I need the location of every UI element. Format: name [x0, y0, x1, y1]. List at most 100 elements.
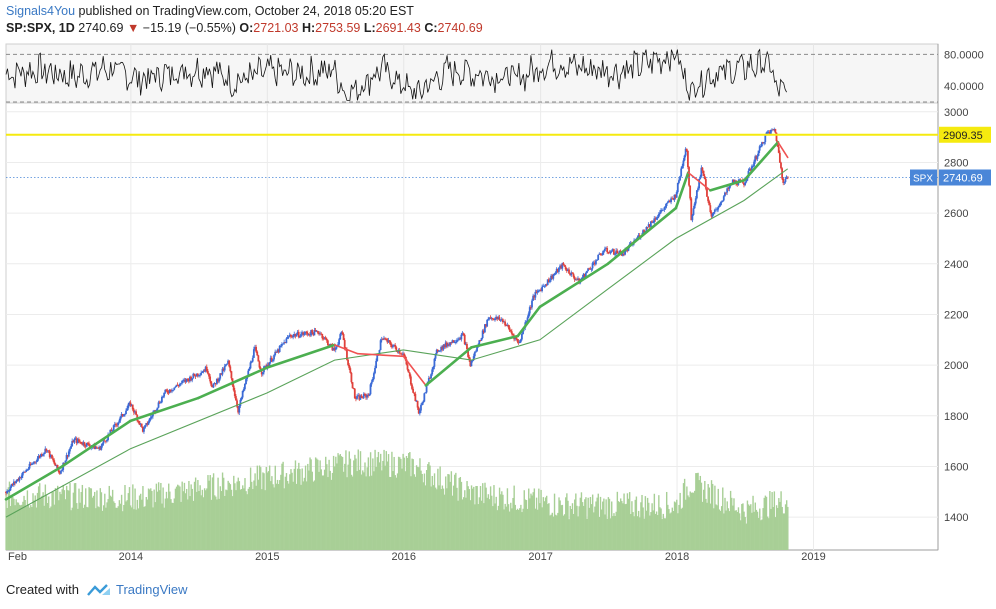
volume-bar: [366, 467, 368, 550]
candle-body: [563, 265, 566, 267]
candle-body: [295, 334, 298, 337]
volume-bar: [281, 463, 283, 550]
volume-bar: [125, 501, 127, 550]
candle-body: [329, 344, 332, 346]
candle-body: [25, 470, 28, 472]
symbol-price-tag-label: SPX: [913, 173, 933, 184]
volume-bar: [521, 512, 523, 550]
candle-body: [29, 463, 32, 465]
volume-bar: [599, 496, 602, 550]
candle-body: [82, 442, 85, 445]
candle-body: [562, 263, 565, 266]
volume-bar: [62, 484, 64, 550]
chart-canvas[interactable]: Feb 2014 2015 2016 2017 2018 2019 3000 2800 2600 2…: [0, 40, 996, 575]
volume-bar: [442, 488, 445, 550]
price-tick-label: 2600: [944, 208, 968, 220]
candle-body: [276, 349, 279, 353]
tradingview-brand[interactable]: TradingView: [87, 582, 188, 597]
oscillator-line: [5, 48, 787, 101]
candle-body: [618, 250, 621, 255]
volume-bar: [680, 508, 682, 550]
volume-bar: [109, 495, 112, 550]
volume-bar: [600, 509, 603, 550]
volume-bar: [651, 503, 653, 550]
volume-bar: [385, 451, 388, 550]
candle-body: [587, 268, 589, 271]
volume-bar: [637, 510, 640, 550]
volume-bar: [71, 507, 73, 550]
candle-body: [531, 300, 533, 308]
candle-body: [749, 169, 752, 171]
candle-body: [772, 129, 775, 131]
volume-bar: [530, 493, 532, 550]
volume-bar: [572, 513, 575, 550]
volume-bar: [133, 509, 135, 550]
candle-body: [224, 364, 227, 367]
volume-bar: [526, 508, 529, 550]
candle-body: [574, 279, 577, 281]
candle-body: [743, 182, 745, 186]
candle-body: [528, 307, 531, 314]
candle-body: [505, 325, 508, 327]
volume-bar: [437, 468, 439, 550]
candle-body: [140, 423, 143, 427]
candle-body: [407, 369, 410, 373]
candle-body: [771, 129, 773, 131]
candle-body: [535, 291, 538, 293]
volume-bar: [88, 487, 90, 550]
candle-body: [463, 334, 466, 345]
volume-bar: [591, 494, 594, 550]
candle-body: [116, 424, 118, 426]
volume-bar: [228, 482, 230, 550]
candle-body: [560, 265, 563, 269]
candle-body: [719, 202, 722, 206]
volume-bar: [270, 481, 272, 550]
volume-bar: [123, 504, 125, 550]
candle-body: [33, 461, 35, 464]
volume-bar: [459, 476, 462, 550]
volume-bar: [652, 510, 654, 550]
volume-bar: [272, 484, 274, 550]
volume-bar: [775, 505, 778, 550]
volume-bar: [97, 506, 99, 550]
volume-bar: [96, 490, 98, 550]
candle-body: [586, 270, 588, 273]
volume-bar: [183, 482, 186, 550]
volume-bar: [115, 507, 117, 550]
candle-body: [434, 353, 437, 359]
volume-bar: [274, 465, 276, 550]
candle-body: [129, 402, 132, 406]
candle-body: [226, 363, 228, 365]
volume-bar: [307, 463, 309, 550]
volume-bar: [643, 518, 645, 550]
candle-body: [370, 381, 373, 385]
volume-bar: [328, 459, 330, 550]
volume-bar: [338, 455, 340, 550]
volume-bar: [332, 455, 335, 550]
volume-bar: [364, 462, 366, 550]
candle-body: [204, 366, 207, 372]
candle-body: [759, 146, 762, 147]
candle-body: [745, 180, 748, 183]
volume-bar: [753, 511, 755, 550]
volume-bar: [92, 495, 95, 550]
last-price: 2740.69: [78, 21, 124, 35]
author-link[interactable]: Signals4You: [6, 4, 76, 18]
candle-body: [430, 374, 432, 379]
volume-bar: [756, 511, 759, 550]
volume-bar: [165, 491, 168, 550]
volume-bar: [154, 502, 156, 550]
candle-body: [312, 332, 315, 336]
volume-bar: [618, 502, 621, 550]
candle-body: [490, 317, 493, 319]
ma-fast-segment: [402, 355, 427, 387]
candle-body: [468, 356, 471, 360]
volume-bar: [83, 504, 86, 550]
candle-body: [536, 290, 539, 293]
candle-body: [228, 360, 231, 367]
candle-body: [218, 378, 220, 382]
candle-body: [139, 423, 142, 425]
candle-body: [542, 285, 545, 287]
volume-bar: [137, 508, 140, 550]
candle-body: [526, 317, 529, 322]
